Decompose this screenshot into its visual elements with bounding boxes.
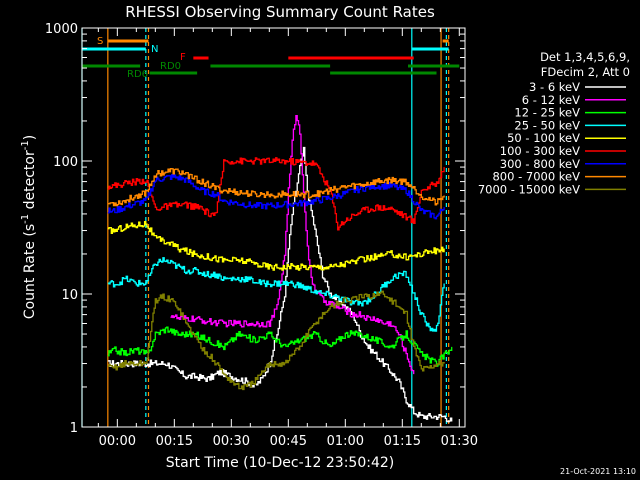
x-tick-label-5: 01:15	[384, 434, 421, 449]
legend-entry-label-3: 25 - 50 keV	[514, 118, 580, 132]
series-line-6	[107, 173, 445, 220]
legend-entry-label-1: 6 - 12 keV	[522, 93, 580, 107]
series-line-3	[107, 257, 445, 332]
series-line-1	[170, 115, 415, 375]
series-line-5	[107, 157, 445, 231]
legend-entry-label-4: 50 - 100 keV	[507, 131, 580, 145]
y-axis-label: Count Rate (s-1 detector-1)	[20, 135, 38, 319]
plot-frame	[81, 27, 466, 428]
legend-entry-label-5: 100 - 300 keV	[500, 144, 580, 158]
series-line-2	[107, 326, 453, 367]
y-tick-label-3: 1000	[45, 22, 78, 37]
legend-header-line-1: Det 1,3,4,5,6,9,	[540, 50, 630, 64]
y-tick-label-0: 1	[70, 421, 78, 436]
legend-entry-label-8: 7000 - 15000 keV	[478, 182, 580, 196]
x-tick-label-3: 00:45	[270, 434, 307, 449]
legend-entry-label-7: 800 - 7000 keV	[492, 170, 580, 184]
legend: Det 1,3,4,5,6,9, FDecim 2, Att 0 3 - 6 k…	[478, 50, 630, 196]
flag-label-rd0: RD0	[160, 61, 181, 72]
y-tick-label-1: 10	[61, 288, 78, 303]
x-axis-label: Start Time (10-Dec-12 23:50:42)	[166, 455, 394, 471]
flag-label-s: S	[97, 36, 103, 47]
series-line-8	[107, 290, 445, 391]
x-tick-label-6: 01:30	[441, 434, 478, 449]
x-tick-label-4: 01:00	[327, 434, 364, 449]
legend-entry-label-2: 12 - 25 keV	[514, 106, 580, 120]
footer-timestamp: 21-Oct-2021 13:10	[560, 467, 636, 476]
flag-label-n: N	[151, 44, 158, 55]
x-tick-label-2: 00:30	[213, 434, 250, 449]
legend-entry-label-0: 3 - 6 keV	[529, 80, 580, 94]
series-line-0	[107, 146, 453, 423]
series-line-7	[107, 167, 445, 207]
legend-header-line-2: FDecim 2, Att 0	[541, 65, 630, 79]
x-axis: 00:00 00:15 00:30 00:45 01:00 01:15 01:30	[97, 28, 478, 449]
series-line-4	[107, 220, 445, 271]
x-tick-label-1: 00:15	[156, 434, 193, 449]
legend-entry-label-6: 300 - 800 keV	[500, 157, 580, 171]
y-axis: 1 10 100 1000	[45, 22, 465, 436]
x-tick-label-0: 00:00	[99, 434, 136, 449]
chart-title: RHESSI Observing Summary Count Rates	[125, 3, 435, 21]
flag-label-f: F	[180, 52, 186, 63]
flag-label-rd6: RD6	[127, 69, 148, 80]
y-tick-label-2: 100	[53, 155, 78, 170]
